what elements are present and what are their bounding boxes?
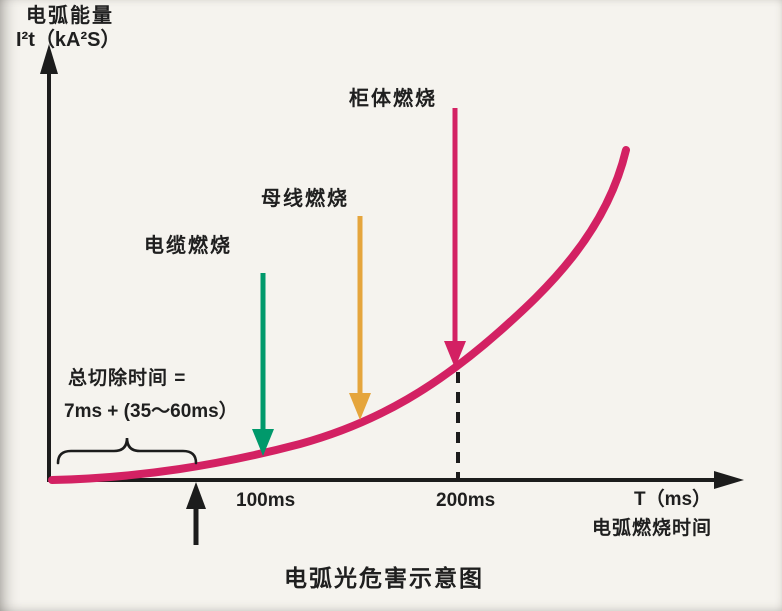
annotation-cable-burn: 电缆燃烧 bbox=[144, 235, 232, 257]
x-axis-title-line1: T（ms） bbox=[634, 489, 712, 510]
cable-burn-arrowhead-icon bbox=[252, 429, 274, 456]
clearing-time-text-line2: 7ms + (35～60ms） bbox=[64, 401, 238, 422]
y-axis-arrowhead-icon bbox=[40, 44, 58, 74]
x-axis-arrowhead-icon bbox=[714, 471, 744, 489]
x-tick-100ms: 100ms bbox=[236, 490, 296, 511]
clearing-time-up-arrowhead-icon bbox=[186, 482, 206, 509]
annotation-cabinet-burn: 柜体燃烧 bbox=[349, 88, 437, 110]
clearing-time-brace bbox=[56, 437, 198, 465]
annotation-busbar-burn: 母线燃烧 bbox=[261, 188, 349, 210]
y-axis-title-line2: I²t（kA²S） bbox=[16, 29, 121, 51]
cabinet-burn-arrowhead-icon bbox=[444, 341, 466, 368]
x-tick-200ms: 200ms bbox=[436, 490, 496, 511]
y-axis-title-line1: 电弧能量 bbox=[26, 5, 114, 27]
arc-energy-curve bbox=[48, 146, 630, 484]
clearing-time-text-line1: 总切除时间 = bbox=[68, 368, 187, 389]
chart-title: 电弧光危害示意图 bbox=[284, 565, 484, 591]
busbar-burn-arrowhead-icon bbox=[349, 393, 371, 420]
x-axis-title-line2: 电弧燃烧时间 bbox=[592, 518, 713, 539]
